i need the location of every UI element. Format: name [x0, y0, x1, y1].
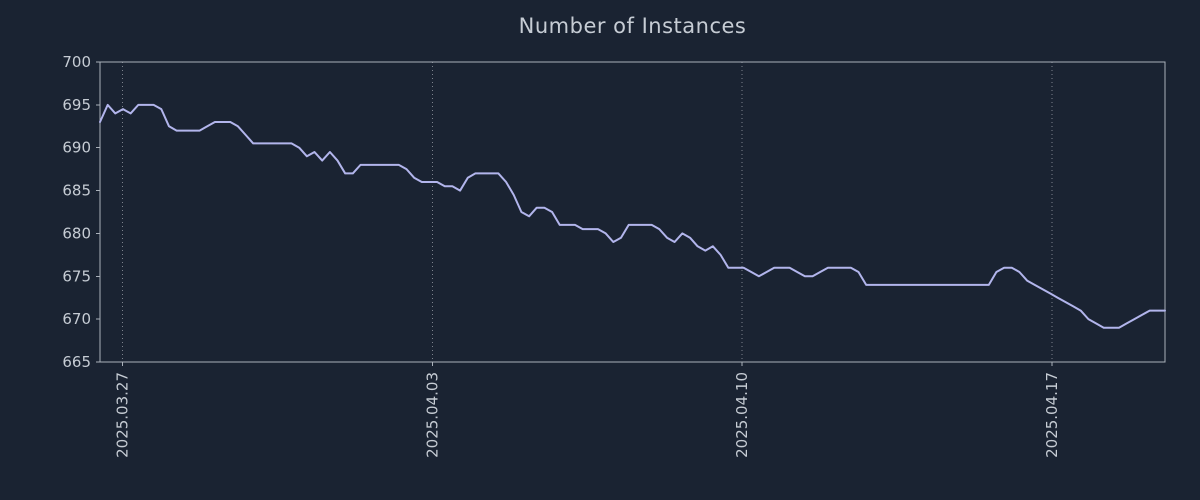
plot-border: [99, 61, 1166, 363]
y-tick-label: 670: [62, 310, 91, 328]
x-tick-label: 2025.04.17: [1043, 372, 1061, 458]
y-tick-label: 695: [62, 96, 91, 114]
x-tick-label: 2025.04.03: [423, 372, 441, 458]
y-tick-label: 680: [62, 224, 91, 242]
y-tick-label: 690: [62, 139, 91, 157]
y-tick-label: 685: [62, 182, 91, 200]
chart-title: Number of Instances: [518, 14, 747, 38]
y-tick-label: 665: [62, 353, 91, 371]
y-tick-label: 700: [62, 53, 91, 71]
x-tick-label: 2025.04.10: [733, 372, 751, 458]
data-line: [99, 103, 1166, 329]
x-tick-label: 2025.03.27: [113, 372, 131, 458]
y-tick-label: 675: [62, 267, 91, 285]
